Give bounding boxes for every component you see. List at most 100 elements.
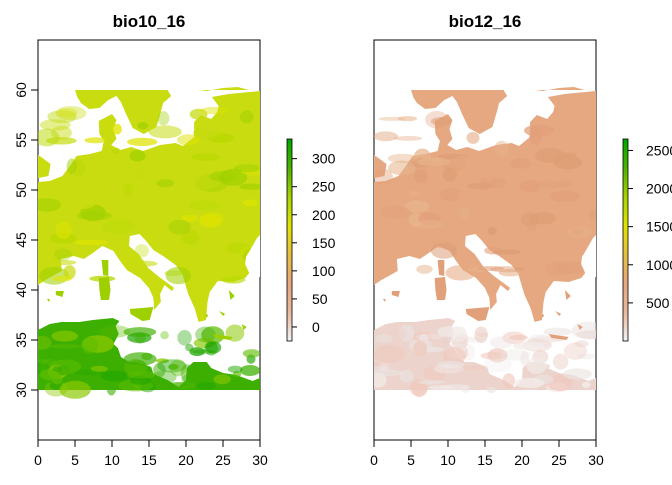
island-polygon [212, 334, 233, 340]
raster-patch [413, 340, 428, 357]
x-tick-label: 15 [141, 452, 157, 468]
raster-patch [430, 242, 457, 259]
raster-patch [222, 147, 251, 155]
raster-patch [545, 261, 571, 277]
raster-patch [458, 207, 471, 219]
raster-patch [529, 128, 542, 145]
x-tick-label: 25 [551, 452, 567, 468]
raster-patch [404, 200, 430, 213]
colorbar: 500 1000 1500 2000 2500 [622, 138, 672, 342]
raster-patch [169, 359, 187, 377]
raster-patch [57, 365, 69, 376]
raster-patch [389, 327, 407, 340]
raster-patch [155, 358, 169, 364]
raster-patch [213, 374, 232, 385]
raster-patch [38, 337, 51, 352]
raster-patch [194, 365, 204, 377]
raster-patch [466, 131, 480, 144]
raster-patch [415, 334, 444, 340]
island-polygon [577, 324, 583, 330]
raster-patch [374, 362, 387, 367]
raster-patch [90, 365, 108, 372]
island-polygon [548, 334, 569, 340]
raster-patch [374, 131, 399, 142]
panel-bio10: bio10_16 0 5 10 15 20 25 30 30 35 40 45 50 55 60 0 50… [13, 12, 336, 468]
raster-patch [191, 153, 220, 162]
colorbar-tick-label: 50 [312, 291, 328, 307]
raster-patch [127, 137, 158, 146]
raster-patch [480, 352, 506, 360]
raster-patch [450, 326, 468, 343]
island-polygon [55, 291, 64, 297]
raster-patch [583, 330, 596, 337]
x-axis: 0 5 10 15 20 25 30 [370, 440, 604, 468]
x-tick-label: 30 [588, 452, 604, 468]
raster-patch [242, 199, 258, 207]
island-polygon [205, 314, 209, 318]
colorbar-gradient [622, 138, 629, 342]
colorbar-tick-label: 1500 [646, 219, 672, 235]
raster-patch [129, 260, 158, 267]
land-polygon [535, 87, 585, 91]
colorbar-tick-label: 150 [312, 235, 336, 251]
raster-patch [577, 353, 595, 360]
x-tick-label: 5 [71, 452, 79, 468]
x-axis: 0 5 10 15 20 25 30 [34, 440, 268, 468]
panel-bio12: bio12_16 0 5 10 15 20 25 30 500 1000 1500 2000 250… [370, 12, 672, 468]
island-polygon [391, 291, 400, 297]
colorbar-tick-label: 200 [312, 207, 336, 223]
land-polygon [374, 90, 596, 322]
y-tick-label: 40 [13, 282, 29, 298]
raster-patch [39, 119, 71, 131]
raster-patch [74, 239, 109, 246]
island-polygon [228, 290, 235, 300]
raster-patch [562, 368, 592, 380]
land-polygon [75, 90, 172, 134]
y-tick-label: 50 [13, 182, 29, 198]
raster-patch [474, 326, 488, 344]
raster-patch [123, 183, 133, 197]
raster-patch [230, 216, 245, 226]
raster-patch [387, 153, 418, 163]
raster-patch [66, 158, 77, 175]
raster-patch [204, 341, 218, 356]
island-polygon [98, 277, 111, 300]
colorbar-tick-label: 1000 [646, 257, 672, 273]
raster-patch [57, 108, 78, 118]
island-polygon [219, 311, 226, 316]
raster-patch [239, 183, 260, 190]
raster-patch [134, 332, 146, 344]
raster-patch [129, 149, 146, 162]
raster-patch [380, 205, 411, 219]
raster-patch [399, 370, 414, 383]
raster-patch [423, 366, 447, 381]
raster-patch [514, 377, 545, 389]
raster-patch [543, 327, 573, 336]
raster-patch [498, 269, 522, 277]
raster-patch [39, 368, 62, 381]
raster-patch [430, 117, 452, 126]
raster-patch [530, 212, 557, 225]
raster-patch [38, 358, 49, 363]
raster-patch [63, 265, 76, 280]
raster-patch [137, 122, 149, 130]
raster-patch [38, 335, 52, 350]
raster-patch [157, 111, 170, 126]
x-tick-label: 30 [252, 452, 268, 468]
raster-patch [483, 355, 512, 373]
raster-patch [152, 370, 177, 384]
sea-polygon [581, 235, 596, 277]
raster-patch [189, 108, 208, 120]
panel-title: bio12_16 [449, 12, 522, 31]
raster-patch [123, 327, 157, 337]
colorbar-tick-label: 2000 [646, 181, 672, 197]
raster-patch [409, 190, 421, 197]
raster-patch [414, 220, 444, 229]
raster-patch [430, 367, 448, 374]
raster-patch [552, 353, 569, 370]
raster-patch [466, 183, 496, 190]
raster-patch [55, 106, 87, 121]
colorbar-tick-label: 100 [312, 263, 336, 279]
land-polygon [374, 155, 387, 178]
